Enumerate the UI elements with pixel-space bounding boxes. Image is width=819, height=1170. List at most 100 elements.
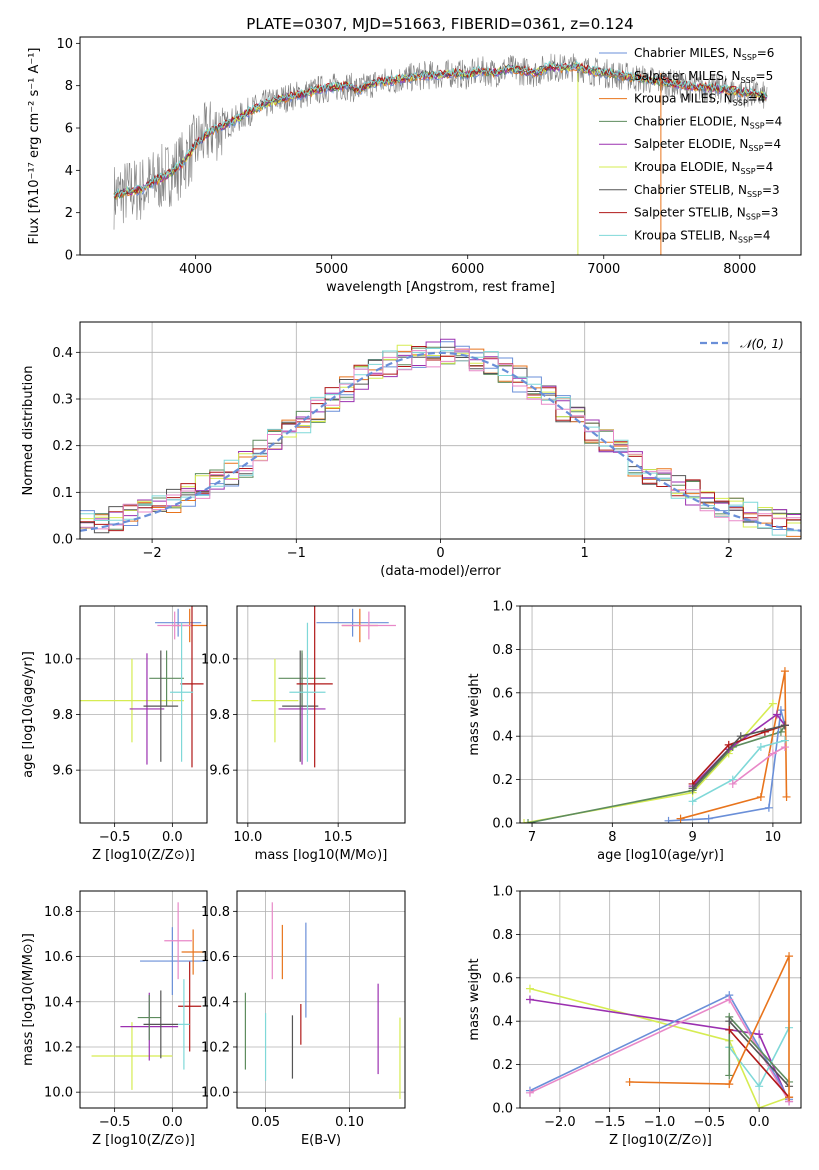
weight-marker bbox=[785, 952, 794, 961]
weight-marker bbox=[780, 743, 789, 752]
weight-marker bbox=[725, 1080, 734, 1089]
legend-entry: Chabrier STELIB, NSSP=3 bbox=[634, 183, 780, 199]
x-tick-label: −2 bbox=[143, 546, 162, 561]
weight-line bbox=[692, 739, 786, 803]
x-axis-label: wavelength [Angstrom, rest frame] bbox=[326, 280, 555, 295]
y-tick-label: 0 bbox=[65, 249, 73, 264]
age-vs-Z-plot-area bbox=[80, 606, 207, 823]
weight-marker bbox=[525, 1088, 534, 1097]
weight-marker bbox=[524, 819, 533, 823]
weight-vs-age-axes: 7 8 9 10 0.0 0.2 0.4 0.6 0.8 1.0 age [log10(age/yr… bbox=[467, 600, 802, 863]
x-axis-label: Z [log10(Z/Z⊙)] bbox=[609, 1133, 712, 1148]
weight-marker bbox=[725, 1025, 734, 1034]
legend-entry: Kroupa STELIB, NSSP=4 bbox=[634, 228, 771, 244]
weight-marker bbox=[760, 727, 769, 736]
x-tick-label: 9 bbox=[688, 830, 696, 845]
mass-vs-EBV-axes: 0.05 0.10 10.0 10.2 10.4 10.6 10.8 E(B-V) bbox=[201, 890, 406, 1148]
y-tick-label: 0.2 bbox=[492, 1058, 513, 1073]
weight-line bbox=[732, 746, 786, 785]
data-point bbox=[341, 611, 396, 640]
weight-marker bbox=[664, 816, 673, 823]
weight-marker bbox=[724, 740, 733, 749]
age-vs-mass-axes: 10.0 10.5 9.6 9.8 10.0 mass [log10(M/M⊙)] bbox=[201, 605, 406, 863]
x-tick-label: 0.0 bbox=[162, 1115, 183, 1130]
legend-entry: Salpeter MILES, NSSP=5 bbox=[634, 69, 773, 85]
weight-marker bbox=[704, 814, 713, 823]
data-point bbox=[129, 653, 165, 765]
y-tick-label: 0.2 bbox=[492, 773, 513, 788]
y-axis-label: mass weight bbox=[467, 958, 482, 1040]
weight-marker bbox=[688, 784, 697, 793]
weight-marker bbox=[772, 710, 781, 719]
x-axis-label: Z [log10(Z/Z⊙)] bbox=[92, 848, 195, 863]
data-point bbox=[170, 622, 194, 762]
residual-histogram bbox=[80, 348, 801, 536]
age-vs-mass-frame bbox=[236, 605, 406, 824]
x-tick-label: −0.5 bbox=[99, 1115, 131, 1130]
x-tick-label: 10.0 bbox=[233, 830, 262, 845]
y-axis-label: mass weight bbox=[467, 673, 482, 755]
y-tick-label: 0.1 bbox=[52, 486, 73, 501]
y-tick-label: 10.2 bbox=[201, 1040, 230, 1055]
data-point bbox=[278, 650, 326, 707]
y-tick-label: 0.6 bbox=[492, 686, 513, 701]
x-axis-label: age [log10(age/yr)] bbox=[597, 848, 724, 863]
y-tick-label: 6 bbox=[65, 122, 73, 137]
mass-vs-Z-axes: −0.5 0.0 10.0 10.2 10.4 10.6 10.8 Z [log10(Z/Z⊙… bbox=[21, 890, 208, 1148]
x-tick-label: −2.0 bbox=[544, 1115, 576, 1130]
y-tick-label: 0.2 bbox=[52, 439, 73, 454]
weight-marker bbox=[625, 1077, 634, 1086]
x-tick-label: −1 bbox=[287, 546, 306, 561]
legend-entry: Kroupa MILES, NSSP=4 bbox=[634, 92, 765, 108]
x-tick-label: 1 bbox=[581, 546, 589, 561]
legend-entry: Chabrier MILES, NSSP=6 bbox=[634, 46, 774, 62]
data-point bbox=[164, 902, 192, 980]
x-tick-label: 0 bbox=[436, 546, 444, 561]
weight-marker bbox=[736, 732, 745, 741]
residual-histogram bbox=[80, 338, 801, 524]
x-axis-label: (data-model)/error bbox=[380, 564, 501, 579]
data-point bbox=[316, 608, 389, 637]
data-point bbox=[155, 608, 202, 637]
y-tick-label: 9.6 bbox=[52, 764, 73, 779]
weight-marker bbox=[764, 803, 773, 812]
x-tick-label: 8 bbox=[608, 830, 616, 845]
data-point bbox=[137, 994, 161, 1041]
y-tick-label: 10.0 bbox=[44, 1086, 73, 1101]
x-axis-label: mass [log10(M/M⊙)] bbox=[255, 848, 388, 863]
weight-marker bbox=[785, 1093, 794, 1102]
weight-marker bbox=[728, 779, 737, 788]
y-axis-label: mass [log10(M/M⊙)] bbox=[21, 933, 36, 1066]
residuals-plot-area bbox=[80, 322, 801, 539]
x-tick-label: 4000 bbox=[179, 262, 212, 277]
legend-entry: Salpeter STELIB, NSSP=3 bbox=[634, 206, 778, 222]
age-vs-Z-axes: −0.5 0.0 9.6 9.8 10.0 Z [log10(Z/Z⊙)] age [log… bbox=[21, 605, 208, 863]
weight-marker bbox=[755, 1104, 764, 1108]
y-tick-label: 0.8 bbox=[492, 928, 513, 943]
y-tick-label: 0.0 bbox=[492, 1102, 513, 1117]
age-vs-Z-frame bbox=[79, 605, 208, 824]
weight-line bbox=[728, 1020, 790, 1087]
weight-vs-Z-axes: −2.0 −1.5 −1.0 −0.5 0.0 0.0 0.2 0.4 0.6 0.8 1.0 Z [… bbox=[467, 885, 802, 1148]
x-tick-label: 7 bbox=[528, 830, 536, 845]
residuals-axes: −2 −1 0 1 2 0.0 0.1 0.2 0.3 0.4 (data-model)/error… bbox=[21, 321, 802, 579]
mass-vs-Z-plot-area bbox=[80, 891, 207, 1108]
weight-marker bbox=[756, 792, 765, 801]
weight-vs-Z-frame bbox=[519, 890, 802, 1109]
y-tick-label: 10.0 bbox=[44, 652, 73, 667]
legend-entry: 𝒩(0, 1) bbox=[740, 337, 784, 351]
residual-histogram bbox=[80, 346, 801, 532]
weight-marker bbox=[756, 743, 765, 752]
weight-marker bbox=[768, 699, 777, 708]
weight-marker bbox=[520, 819, 529, 823]
x-tick-label: 6000 bbox=[451, 262, 484, 277]
normal-curve bbox=[80, 351, 801, 532]
y-tick-label: 10.4 bbox=[201, 995, 230, 1010]
y-tick-label: 9.8 bbox=[52, 708, 73, 723]
data-point bbox=[178, 961, 202, 1052]
y-tick-label: 0.4 bbox=[492, 730, 513, 745]
data-point bbox=[296, 606, 333, 768]
x-tick-label: −0.5 bbox=[694, 1115, 726, 1130]
y-tick-label: 9.8 bbox=[209, 708, 230, 723]
x-tick-label: 7000 bbox=[587, 262, 620, 277]
